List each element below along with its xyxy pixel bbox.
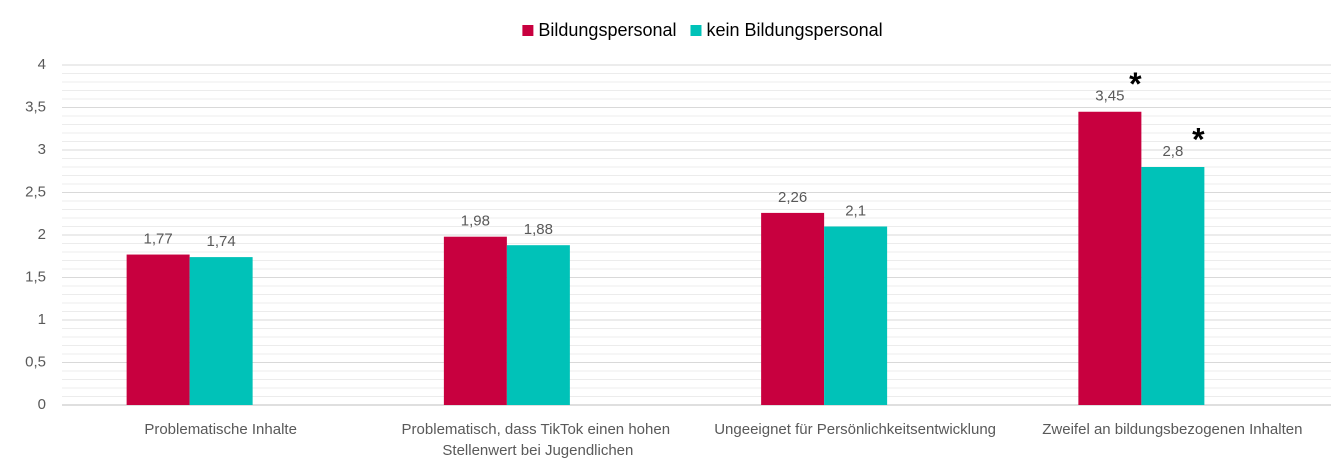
value-label: 1,88 [524, 221, 553, 238]
legend-swatch [522, 25, 534, 36]
y-tick-label: 1,5 [25, 268, 46, 285]
x-tick-label: Ungeeignet für Persönlichkeitsentwicklun… [714, 421, 996, 438]
x-tick-label: Zweifel an bildungsbezogenen Inhalten [1042, 421, 1302, 438]
x-tick-label: Problematisch, dass TikTok einen hohen S… [402, 421, 675, 459]
bar [126, 254, 190, 405]
y-tick-label: 2,5 [25, 183, 46, 200]
y-tick-label: 2 [38, 226, 46, 243]
x-tick-label: Problematische Inhalte [144, 421, 297, 438]
bar [1078, 111, 1142, 405]
bar [1141, 167, 1205, 405]
value-label: 1,74 [207, 233, 236, 250]
legend-swatch [690, 25, 702, 36]
bar [761, 212, 825, 405]
y-tick-label: 0 [38, 396, 46, 413]
value-label: 1,98 [461, 213, 490, 230]
y-tick-label: 0,5 [25, 353, 46, 370]
bar [506, 245, 570, 405]
y-tick-label: 4 [38, 56, 46, 73]
bar [189, 257, 253, 405]
annotation: * [1129, 66, 1142, 102]
value-label: 2,8 [1162, 143, 1183, 160]
legend-label: kein Bildungspersonal [706, 20, 882, 40]
y-tick-label: 3 [38, 141, 46, 158]
value-label: 2,26 [778, 189, 807, 206]
y-tick-label: 3,5 [25, 98, 46, 115]
value-label: 1,77 [144, 231, 173, 248]
bar [443, 236, 507, 405]
annotation: * [1192, 121, 1205, 157]
value-label: 2,1 [845, 202, 866, 219]
value-label: 3,45 [1095, 88, 1124, 105]
legend-label: Bildungspersonal [538, 20, 676, 40]
bar [824, 226, 888, 405]
y-tick-label: 1 [38, 311, 46, 328]
